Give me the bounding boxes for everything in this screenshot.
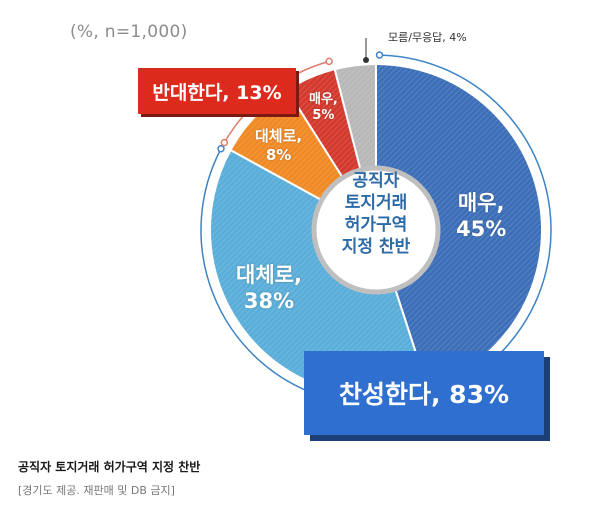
- slice-texture: [376, 64, 542, 388]
- slice-label-somewhat-agree: 대체로, 38%: [236, 262, 302, 315]
- oppose-bracket-arc-end: [325, 57, 333, 66]
- slice-value-text: 38%: [243, 289, 295, 314]
- unknown-label: 모름/무응답, 4%: [388, 31, 467, 44]
- agree-bracket-arc-end: [217, 145, 225, 153]
- unit-note: (%, n=1,000): [70, 22, 188, 42]
- oppose-group-text: 반대한다, 13%: [152, 81, 282, 104]
- slice-label-very-agree: 매우, 45%: [456, 190, 506, 243]
- slice-label-very-oppose: 매우, 5%: [309, 92, 338, 125]
- slice-value-text: 45%: [456, 217, 507, 242]
- agree-group-text: 찬성한다, 83%: [338, 380, 510, 409]
- center-title-line: 지정 찬반: [341, 237, 411, 258]
- slice-texture: [210, 150, 428, 396]
- center-title-line: 토지거래: [344, 193, 408, 214]
- center-title: 공직자 토지거래 허가구역 지정 찬반: [326, 170, 426, 258]
- slice-label-text: 대체로,: [255, 127, 303, 145]
- unknown-leader-dot: [363, 57, 369, 63]
- agree-bracket-arc-end: [375, 51, 384, 59]
- oppose-group-box: 반대한다, 13%: [138, 68, 296, 114]
- oppose-bracket-arc-end: [220, 138, 229, 147]
- slice-value-text: 5%: [312, 108, 335, 124]
- slice-texture: [287, 69, 362, 182]
- agree-group-box: 찬성한다, 83%: [304, 351, 544, 435]
- slice-label-text: 매우,: [457, 191, 505, 215]
- slice-label-text: 대체로,: [236, 263, 302, 287]
- center-circle: [311, 165, 441, 295]
- slice-label-somewhat-oppose: 대체로, 8%: [255, 127, 302, 165]
- slice-label-text: 매우,: [309, 92, 338, 107]
- center-title-line: 공직자: [352, 171, 400, 191]
- credit: [경기도 제공. 재판매 및 DB 금지]: [18, 484, 175, 497]
- center-title-line: 허가구역: [344, 215, 408, 236]
- slice-texture: [334, 64, 376, 174]
- slice-value-text: 8%: [265, 145, 292, 164]
- caption: 공직자 토지거래 허가구역 지정 찬반: [18, 460, 201, 474]
- slice-texture: [230, 89, 345, 203]
